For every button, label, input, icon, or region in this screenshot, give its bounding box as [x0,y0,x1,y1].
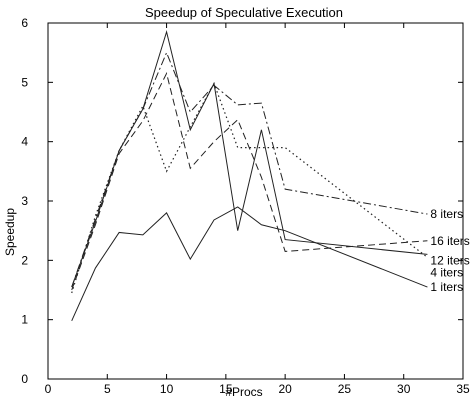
x-tick-label: 5 [104,382,111,396]
series-label-8-iters: 8 iters [430,207,463,221]
y-tick-label: 4 [21,135,28,149]
series-line-1-iters [71,206,428,322]
series-line-12-iters [71,82,428,294]
series-label-4-iters: 4 iters [430,265,463,279]
y-tick-label: 5 [21,75,28,89]
x-tick-label: 20 [278,382,292,396]
x-tick-label: 10 [160,382,174,396]
y-tick-label: 0 [21,372,28,386]
y-tick-label: 2 [21,253,28,267]
series-label-12-iters: 12 iters [430,253,469,267]
x-tick-label: 35 [456,382,470,396]
series-line-4-iters [71,30,428,288]
x-tick-label: 25 [338,382,352,396]
y-axis-label: Speedup [3,208,17,256]
series-line-8-iters [71,51,428,288]
x-axis-label: #Procs [225,385,262,399]
plot-frame [47,22,464,380]
x-tick-label: 0 [45,382,52,396]
y-tick-label: 6 [21,16,28,30]
series-line-16-iters [71,71,428,291]
series-label-1-iters: 1 iters [430,280,463,294]
series-label-16-iters: 16 iters [430,234,469,248]
x-tick-label: 30 [397,382,411,396]
y-tick-label: 1 [21,313,28,327]
x-tick-label: 15 [219,382,233,396]
chart-title: Speedup of Speculative Execution [145,5,343,20]
y-tick-label: 3 [21,194,28,208]
